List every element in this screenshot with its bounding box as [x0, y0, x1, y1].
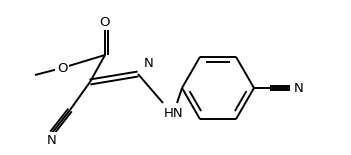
Text: HN: HN [164, 107, 184, 120]
Text: O: O [100, 16, 110, 29]
Text: O: O [57, 62, 67, 75]
Text: N: N [294, 82, 304, 95]
Text: N: N [144, 57, 154, 70]
Text: N: N [47, 134, 57, 147]
